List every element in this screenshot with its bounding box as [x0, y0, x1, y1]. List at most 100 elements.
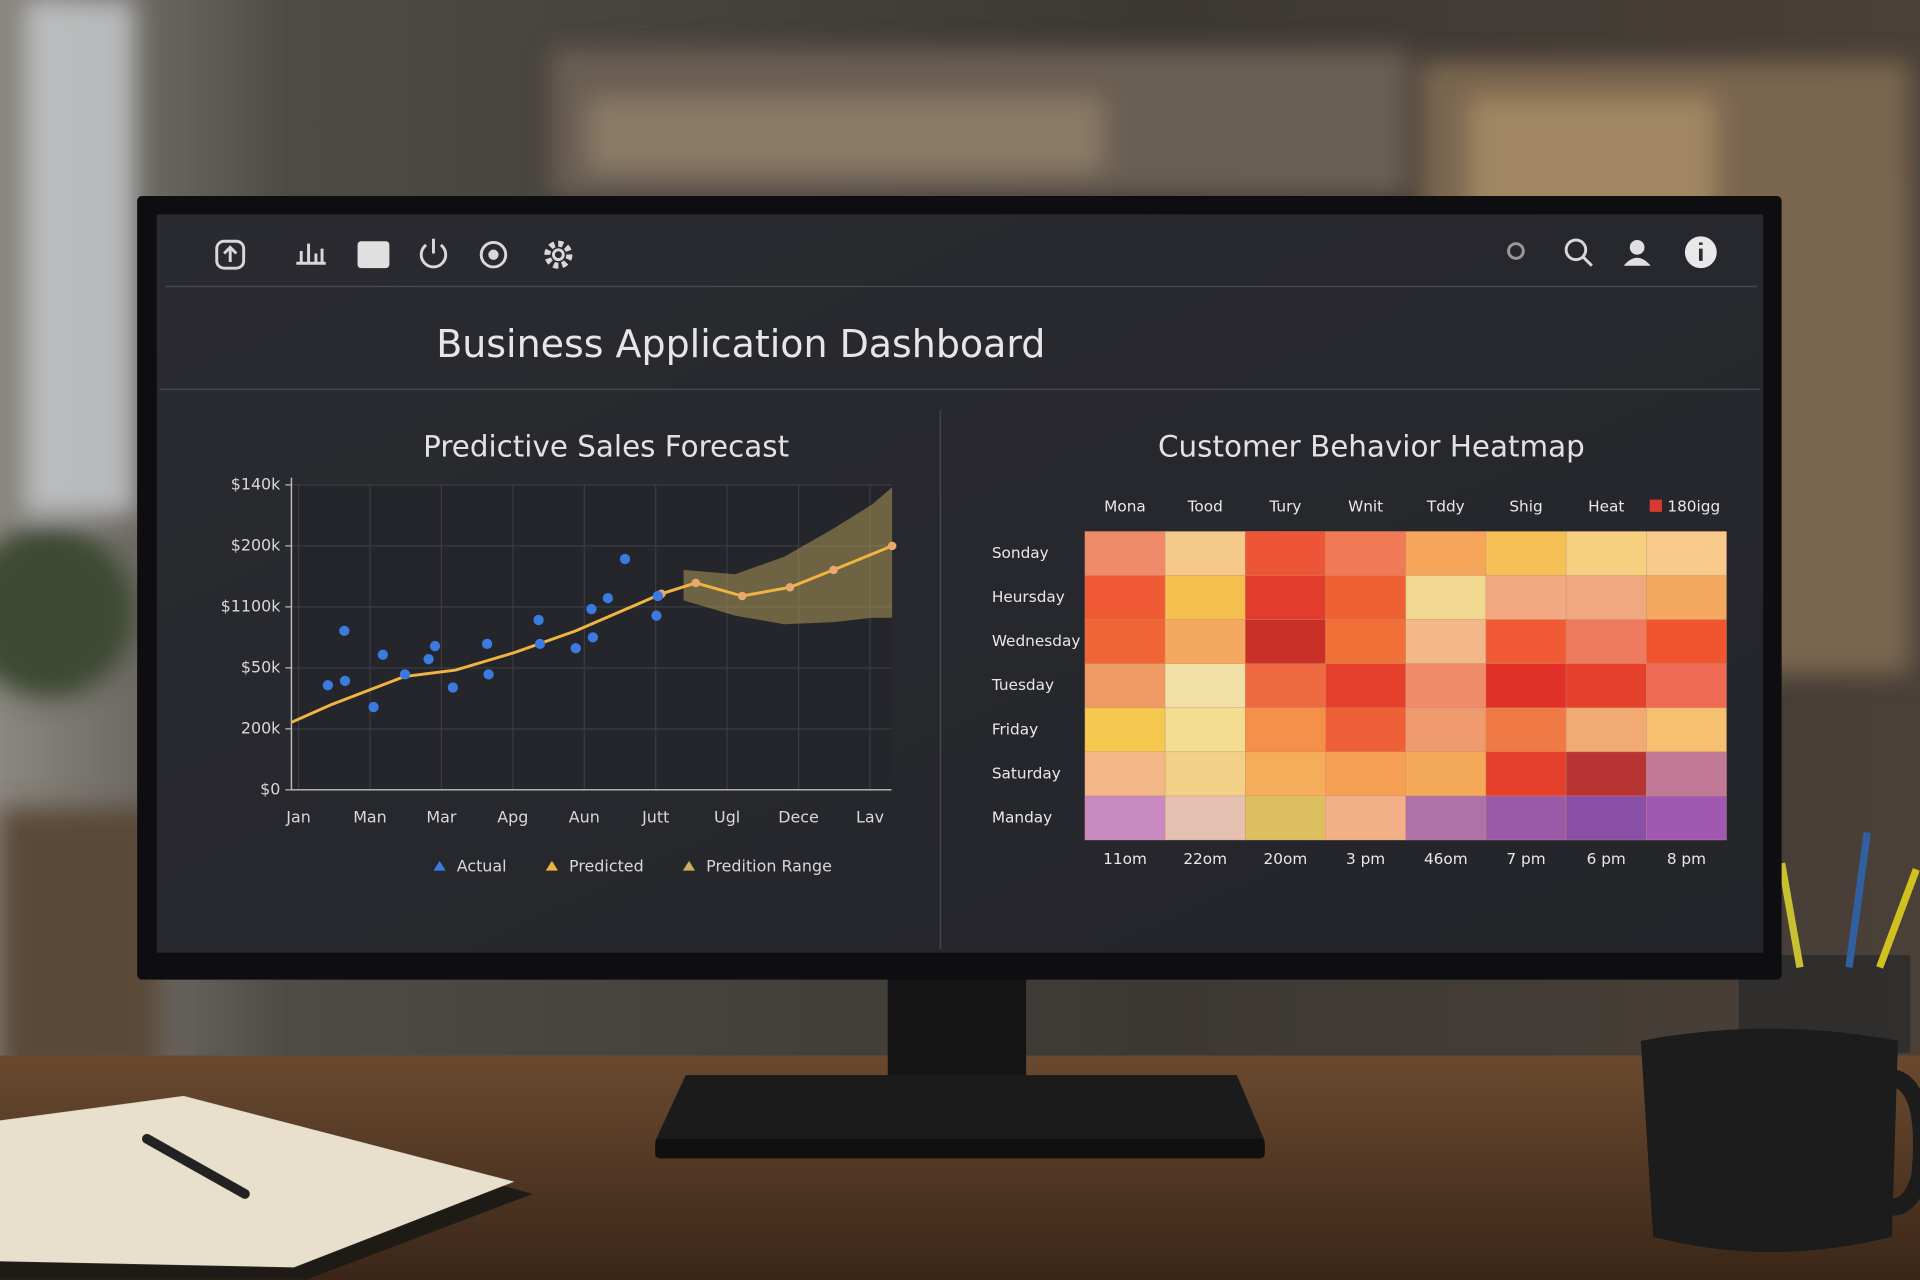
heatmap-cell	[1245, 751, 1326, 797]
icon-chart[interactable]	[296, 243, 326, 265]
icon-upload-arrow	[223, 245, 238, 263]
heatmap-cell	[1084, 575, 1166, 620]
icon-settings[interactable]	[544, 240, 573, 269]
heatmap-cell	[1084, 751, 1166, 797]
x-label: 20om	[1264, 850, 1308, 868]
heatmap-cell	[1646, 707, 1727, 753]
actual-point	[570, 643, 581, 654]
y-tick-label: $140k	[231, 474, 281, 493]
actual-point	[399, 669, 411, 680]
icon-target[interactable]	[479, 240, 508, 269]
heatmap-cell	[1565, 619, 1647, 665]
actual-point	[483, 669, 494, 680]
icon-folder[interactable]	[357, 241, 390, 269]
heatmap-cell	[1245, 663, 1326, 709]
heatmap-cell	[1646, 795, 1727, 841]
heatmap-cell	[1565, 663, 1647, 709]
icon-search-small[interactable]	[1507, 242, 1525, 260]
heatmap-cell	[1405, 707, 1487, 753]
actual-point	[322, 680, 333, 691]
icon-user[interactable]	[1629, 240, 1645, 255]
column-label: Tood	[1187, 497, 1223, 515]
icon-user-body	[1623, 257, 1651, 266]
x-tick-label: Lav	[856, 807, 884, 826]
actual-point	[429, 640, 441, 652]
chart-title: Predictive Sales Forecast	[423, 430, 789, 464]
x-tick-label: Aun	[569, 807, 600, 826]
heatmap-cell	[1485, 707, 1567, 753]
heatmap-cell	[1084, 795, 1166, 841]
heatmap-cell	[1325, 663, 1407, 709]
icon-search[interactable]	[1564, 238, 1588, 262]
page-title: Business Application Dashboard	[436, 322, 1045, 366]
heatmap-cell	[1245, 575, 1326, 620]
x-label: 3 pm	[1346, 850, 1385, 868]
predicted-point	[785, 582, 795, 592]
actual-point	[423, 654, 434, 665]
heatmap-cell	[1565, 531, 1647, 576]
column-label: Heat	[1588, 497, 1624, 515]
icon-power[interactable]	[419, 238, 448, 269]
heatmap-cell	[1084, 707, 1166, 753]
heatmap-cell	[1325, 619, 1407, 665]
x-label: 46om	[1424, 850, 1468, 868]
actual-point	[619, 553, 631, 565]
heatmap-cell	[1164, 575, 1246, 620]
row-label: Wednesday	[992, 632, 1081, 650]
x-tick-label: Dece	[778, 807, 819, 826]
column-label: 180igg	[1667, 497, 1720, 515]
predicted-line	[290, 544, 893, 724]
actual-point	[377, 649, 388, 660]
actual-point	[339, 625, 350, 636]
x-tick-label: Man	[353, 807, 387, 826]
actual-point	[602, 593, 613, 604]
icon-upload[interactable]	[215, 239, 246, 270]
heatmap-cell	[1325, 575, 1407, 620]
x-label: 11om	[1103, 850, 1147, 868]
heatmap-cell	[1646, 751, 1727, 797]
heatmap-cell	[1485, 619, 1567, 665]
heatmap-cell	[1405, 531, 1487, 576]
charts: Jan Man Mar Apg Aun Jutt Ugl Dece Lav $0 200k $50k $…	[221, 474, 1727, 875]
heatmap-cell	[1565, 795, 1647, 841]
heatmap-cell	[1646, 619, 1727, 665]
heatmap-cell	[1325, 795, 1407, 841]
x-tick-label: Apg	[497, 807, 528, 826]
heatmap-cell	[1325, 531, 1407, 576]
row-label: Friday	[992, 720, 1038, 738]
row-label: Saturday	[992, 764, 1061, 782]
legend-marker	[545, 860, 559, 871]
row-label: Manday	[992, 808, 1052, 826]
actual-point	[368, 701, 379, 713]
legend-marker	[433, 860, 446, 871]
heatmap-cell	[1485, 663, 1567, 709]
heatmap-cell	[1405, 619, 1487, 665]
predicted-point	[691, 578, 700, 588]
row-label: Heursday	[992, 588, 1065, 606]
column-label: Tddy	[1426, 497, 1465, 515]
predicted-point	[887, 541, 897, 551]
heatmap-cell	[1245, 531, 1326, 576]
notebook	[0, 1095, 533, 1280]
predicted-point	[737, 591, 747, 601]
heatmap-cell	[1245, 795, 1326, 841]
heatmap-cell	[1405, 575, 1487, 620]
column-label: Tury	[1268, 497, 1301, 515]
actual-point	[447, 682, 458, 693]
heatmap-cell	[1164, 795, 1246, 841]
actual-point	[651, 610, 662, 621]
x-label: 7 pm	[1506, 850, 1545, 868]
y-tick-label: $0	[260, 779, 280, 798]
x-label: 22om	[1183, 850, 1227, 868]
heatmap-cell	[1245, 707, 1326, 753]
y-tick-label: $1100k	[221, 596, 282, 615]
x-tick-label: Mar	[426, 807, 456, 826]
heatmap-cell	[1405, 795, 1487, 841]
heatmap-cell	[1164, 707, 1246, 753]
column-label: Mona	[1104, 497, 1146, 515]
actual-point	[533, 614, 544, 626]
heatmap-cell	[1485, 795, 1567, 841]
actual-point	[652, 590, 663, 602]
row-label: Tuesday	[991, 676, 1054, 694]
